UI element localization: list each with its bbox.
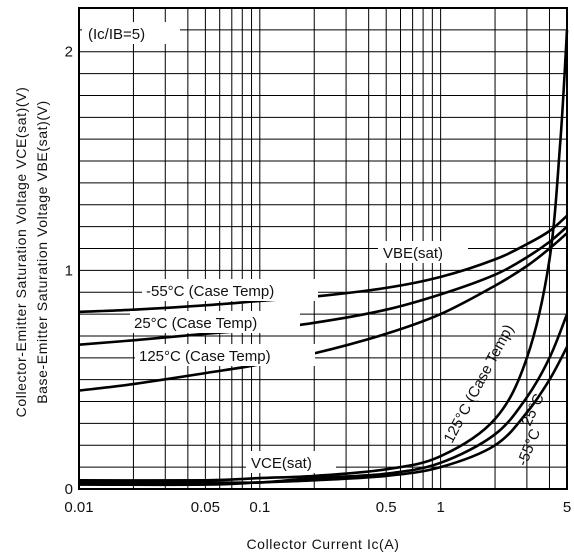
condition-label-box: (Ic/IB=5) (82, 22, 180, 44)
x-tick-label: 1 (436, 499, 444, 516)
y-tick-label: 0 (65, 481, 73, 498)
series-line-4 (78, 313, 569, 485)
x-tick-label: 5 (563, 499, 571, 516)
tick-labels: 0.01 0.05 0.1 0.5 1 5 0 1 2 (64, 44, 571, 516)
y-axis-title-line1: Collector-Emitter Saturation Voltage VCE… (13, 87, 29, 418)
x-tick-label: 0.1 (249, 499, 270, 516)
y-axis-title-line2: Base-Emitter Saturation Voltage VBE(sat)… (34, 100, 50, 404)
series-label-vbe-25: 25°C (Case Temp) (134, 315, 257, 332)
series-label-vce-125: 125°C (Case Temp) (441, 322, 518, 446)
series-label-vbe-25-box: 25°C (Case Temp) (130, 311, 300, 333)
x-axis-title: Collector Current Ic(A) (246, 536, 399, 552)
x-tick-label: 0.01 (64, 499, 93, 516)
series-line-2 (78, 232, 568, 392)
vce-group-label: VCE(sat) (251, 455, 312, 472)
y-tick-label: 2 (65, 44, 73, 61)
x-tick-label: 0.5 (376, 499, 397, 516)
series-label-vbe-m55-box: -55°C (Case Temp) (142, 279, 318, 301)
series-line-3 (78, 346, 569, 487)
series-lines (78, 29, 569, 487)
series-label-vbe-125-box: 125°C (Case Temp) (135, 344, 315, 366)
grid (78, 8, 568, 489)
plot-frame (78, 7, 568, 490)
series-line-5 (78, 29, 569, 482)
series-label-vbe-125: 125°C (Case Temp) (139, 348, 271, 365)
series-line-1 (78, 225, 568, 346)
series-label-vbe-m55: -55°C (Case Temp) (146, 283, 274, 300)
vbe-group-label-box: VBE(sat) (378, 241, 468, 263)
vce-group-label-box: VCE(sat) (246, 451, 336, 473)
series-line-0 (78, 214, 568, 314)
x-tick-label: 0.05 (191, 499, 220, 516)
vbe-group-label: VBE(sat) (383, 245, 443, 262)
series-label-vce-m55: -55°C (514, 426, 544, 468)
y-tick-label: 1 (65, 262, 73, 279)
condition-label: (Ic/IB=5) (88, 26, 145, 43)
